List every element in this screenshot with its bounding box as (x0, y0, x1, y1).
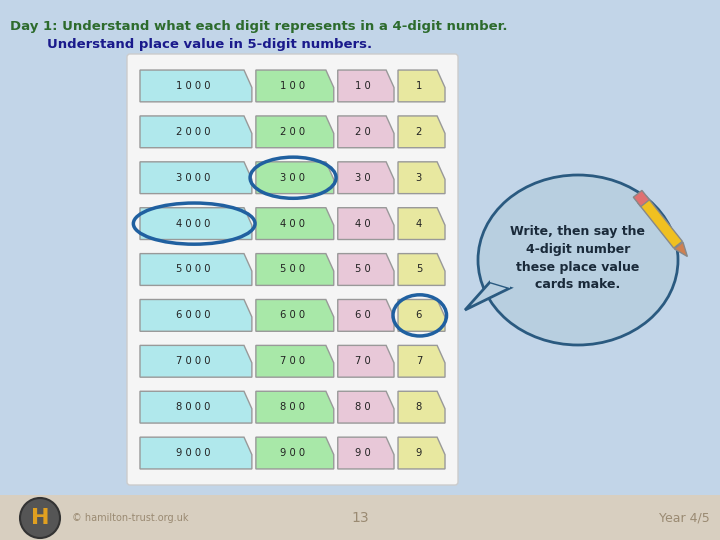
Text: 6 0: 6 0 (356, 310, 371, 320)
Polygon shape (0, 495, 720, 540)
Polygon shape (338, 208, 394, 240)
Text: 2 0: 2 0 (356, 127, 371, 137)
Polygon shape (398, 346, 445, 377)
Polygon shape (398, 116, 445, 148)
Polygon shape (490, 272, 510, 288)
Polygon shape (140, 162, 252, 194)
Polygon shape (140, 300, 252, 331)
Text: 8 0: 8 0 (356, 402, 371, 412)
Text: 3: 3 (415, 173, 422, 183)
Text: 2 0 0 0: 2 0 0 0 (176, 127, 210, 137)
Polygon shape (634, 191, 649, 207)
Polygon shape (338, 254, 394, 286)
Polygon shape (256, 208, 334, 240)
Text: 3 0 0: 3 0 0 (279, 173, 305, 183)
Text: 5 0 0 0: 5 0 0 0 (176, 265, 210, 274)
Polygon shape (398, 392, 445, 423)
Polygon shape (338, 162, 394, 194)
Polygon shape (398, 254, 445, 286)
Text: 9 0 0 0: 9 0 0 0 (176, 448, 210, 458)
Polygon shape (256, 162, 334, 194)
Ellipse shape (478, 175, 678, 345)
Text: 8 0 0 0: 8 0 0 0 (176, 402, 210, 412)
Text: 2 0 0: 2 0 0 (279, 127, 305, 137)
Polygon shape (338, 346, 394, 377)
Text: 4 0: 4 0 (356, 219, 371, 228)
Polygon shape (256, 346, 334, 377)
Text: Understand place value in 5-digit numbers.: Understand place value in 5-digit number… (10, 38, 372, 51)
Text: 9 0 0: 9 0 0 (279, 448, 305, 458)
Text: Write, then say the
4-digit number
these place value
cards make.: Write, then say the 4-digit number these… (510, 225, 646, 292)
Polygon shape (256, 254, 334, 286)
Polygon shape (398, 300, 445, 331)
Text: 13: 13 (351, 511, 369, 525)
Polygon shape (140, 116, 252, 148)
Polygon shape (256, 70, 334, 102)
Polygon shape (140, 392, 252, 423)
Text: 7 0 0 0: 7 0 0 0 (176, 356, 210, 366)
Polygon shape (140, 70, 252, 102)
FancyBboxPatch shape (127, 54, 458, 485)
Polygon shape (338, 437, 394, 469)
Polygon shape (675, 242, 688, 256)
Polygon shape (638, 196, 683, 248)
Polygon shape (465, 282, 510, 310)
Polygon shape (338, 300, 394, 331)
Text: 4 0 0 0: 4 0 0 0 (176, 219, 210, 228)
Text: 5 0 0: 5 0 0 (279, 265, 305, 274)
Circle shape (20, 498, 60, 538)
Text: 1 0: 1 0 (356, 81, 371, 91)
Text: 9: 9 (415, 448, 422, 458)
Text: 1 0 0 0: 1 0 0 0 (176, 81, 210, 91)
Text: 3 0 0 0: 3 0 0 0 (176, 173, 210, 183)
Polygon shape (140, 346, 252, 377)
Text: Day 1: Understand what each digit represents in a 4-digit number.: Day 1: Understand what each digit repres… (10, 20, 508, 33)
Polygon shape (256, 300, 334, 331)
Text: 7: 7 (415, 356, 422, 366)
Polygon shape (256, 116, 334, 148)
Text: 7 0: 7 0 (356, 356, 371, 366)
Text: 2: 2 (415, 127, 422, 137)
Text: 5: 5 (415, 265, 422, 274)
Text: 8 0 0: 8 0 0 (279, 402, 305, 412)
Polygon shape (140, 254, 252, 286)
Text: Year 4/5: Year 4/5 (660, 511, 710, 524)
Polygon shape (140, 208, 252, 240)
Text: 5 0: 5 0 (356, 265, 371, 274)
Text: 7 0 0: 7 0 0 (279, 356, 305, 366)
Polygon shape (338, 116, 394, 148)
Text: 6 0 0: 6 0 0 (279, 310, 305, 320)
Text: 1 0 0: 1 0 0 (279, 81, 305, 91)
Text: © hamilton-trust.org.uk: © hamilton-trust.org.uk (72, 513, 189, 523)
Text: 8: 8 (415, 402, 422, 412)
Text: 9 0: 9 0 (356, 448, 371, 458)
Polygon shape (398, 437, 445, 469)
Polygon shape (140, 437, 252, 469)
Text: 4 0 0: 4 0 0 (279, 219, 305, 228)
Text: 1: 1 (415, 81, 422, 91)
Polygon shape (256, 437, 334, 469)
Polygon shape (398, 162, 445, 194)
Text: 6: 6 (415, 310, 422, 320)
Text: 6 0 0 0: 6 0 0 0 (176, 310, 210, 320)
Text: 4: 4 (415, 219, 422, 228)
Polygon shape (398, 208, 445, 240)
Polygon shape (338, 70, 394, 102)
Polygon shape (256, 392, 334, 423)
Polygon shape (398, 70, 445, 102)
Text: 3 0: 3 0 (356, 173, 371, 183)
Polygon shape (338, 392, 394, 423)
Text: H: H (31, 508, 49, 528)
